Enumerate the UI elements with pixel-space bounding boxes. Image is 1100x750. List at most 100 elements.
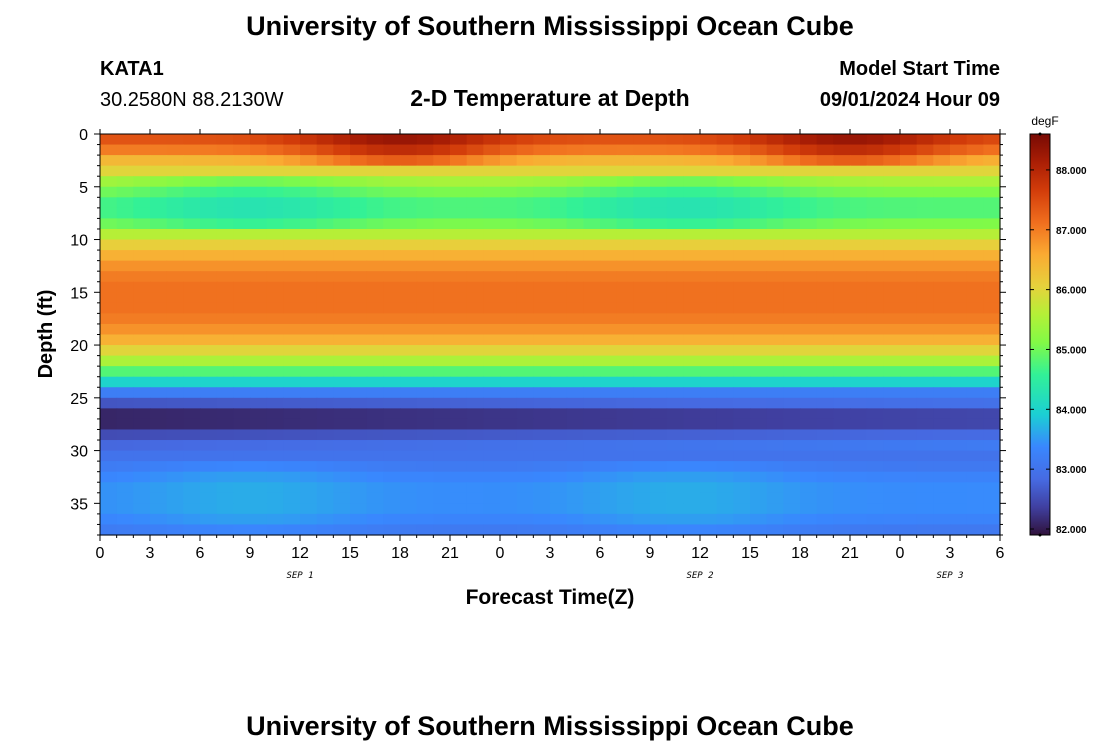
heatmap-cell bbox=[216, 440, 234, 452]
heatmap-cell bbox=[683, 471, 701, 483]
heatmap-cell bbox=[966, 228, 984, 241]
heatmap-cell bbox=[533, 165, 551, 177]
heatmap-cell bbox=[583, 524, 601, 536]
heatmap-cell bbox=[683, 250, 701, 262]
heatmap-cell bbox=[100, 418, 118, 431]
heatmap-cell bbox=[716, 165, 734, 177]
heatmap-cell bbox=[750, 239, 768, 251]
heatmap-cell bbox=[533, 471, 551, 483]
heatmap-cell bbox=[283, 355, 301, 367]
heatmap-cell bbox=[533, 450, 551, 462]
heatmap-cell bbox=[950, 376, 968, 388]
heatmap-cell bbox=[200, 418, 218, 431]
heatmap-cell bbox=[533, 355, 551, 367]
heatmap-cell bbox=[666, 345, 684, 357]
heatmap-cell bbox=[533, 323, 551, 336]
x-tick-label: 3 bbox=[146, 545, 155, 562]
heatmap-cell bbox=[783, 366, 801, 378]
heatmap-cell bbox=[800, 155, 818, 167]
heatmap-cell bbox=[150, 165, 168, 177]
heatmap-cell bbox=[950, 429, 968, 441]
heatmap-cell bbox=[683, 218, 701, 230]
heatmap-cell bbox=[350, 471, 368, 483]
heatmap-cell bbox=[916, 345, 934, 357]
heatmap-cell bbox=[466, 302, 484, 314]
heatmap-cell bbox=[916, 376, 934, 388]
heatmap-cell bbox=[816, 366, 834, 378]
heatmap-cell bbox=[250, 418, 268, 431]
heatmap-cell bbox=[583, 366, 601, 378]
heatmap-cell bbox=[700, 186, 718, 198]
x-tick-label: 9 bbox=[646, 545, 655, 562]
heatmap-cell bbox=[700, 134, 718, 146]
heatmap-cell bbox=[866, 155, 884, 167]
heatmap-cell bbox=[716, 492, 734, 504]
heatmap-cell bbox=[400, 186, 418, 198]
heatmap-cell bbox=[700, 155, 718, 167]
heatmap-cell bbox=[750, 176, 768, 188]
heatmap-cell bbox=[400, 366, 418, 378]
heatmap-cell bbox=[533, 271, 551, 283]
heatmap-cell bbox=[800, 408, 818, 420]
heatmap-cell bbox=[133, 281, 151, 293]
heatmap-cell bbox=[533, 155, 551, 167]
heatmap-cell bbox=[133, 260, 151, 272]
heatmap-cell bbox=[466, 218, 484, 230]
heatmap-cell bbox=[950, 471, 968, 483]
heatmap-cell bbox=[700, 165, 718, 177]
heatmap-cell bbox=[316, 186, 334, 198]
heatmap-cell bbox=[950, 218, 968, 230]
heatmap-cell bbox=[400, 207, 418, 220]
heatmap-cell bbox=[150, 239, 168, 251]
heatmap-cell bbox=[316, 260, 334, 272]
heatmap-cell bbox=[933, 471, 951, 483]
heatmap-cell bbox=[216, 134, 234, 146]
heatmap-cell bbox=[533, 492, 551, 504]
heatmap-cell bbox=[966, 345, 984, 357]
heatmap-cell bbox=[833, 482, 851, 494]
heatmap-cell bbox=[433, 429, 451, 441]
heatmap-cell bbox=[600, 165, 618, 177]
heatmap-cell bbox=[366, 155, 384, 167]
heatmap-cell bbox=[166, 260, 184, 272]
heatmap-cell bbox=[766, 387, 784, 399]
heatmap-cell bbox=[466, 271, 484, 283]
heatmap-cell bbox=[366, 134, 384, 146]
heatmap-cell bbox=[216, 408, 234, 420]
heatmap-cell bbox=[350, 450, 368, 462]
heatmap-cell bbox=[550, 524, 568, 536]
heatmap-cell bbox=[616, 302, 634, 314]
heatmap-cell bbox=[250, 197, 268, 209]
heatmap-cell bbox=[483, 271, 501, 283]
heatmap-cell bbox=[866, 440, 884, 452]
heatmap-cell bbox=[550, 281, 568, 293]
heatmap-cell bbox=[416, 397, 434, 409]
heatmap-cell bbox=[650, 440, 668, 452]
heatmap-cell bbox=[633, 323, 651, 336]
heatmap-cell bbox=[916, 186, 934, 198]
heatmap-cell bbox=[100, 218, 118, 230]
heatmap-cell bbox=[800, 366, 818, 378]
heatmap-cell bbox=[766, 271, 784, 283]
heatmap-cell bbox=[533, 397, 551, 409]
heatmap-cell bbox=[733, 260, 751, 272]
heatmap-cell bbox=[550, 218, 568, 230]
heatmap-cell bbox=[350, 408, 368, 420]
heatmap-cell bbox=[900, 228, 918, 241]
heatmap-cell bbox=[416, 408, 434, 420]
heatmap-cell bbox=[566, 334, 584, 346]
heatmap-cell bbox=[300, 271, 318, 283]
heatmap-cell bbox=[400, 492, 418, 504]
heatmap-cell bbox=[566, 260, 584, 272]
heatmap-cell bbox=[833, 155, 851, 167]
heatmap-cell bbox=[733, 355, 751, 367]
heatmap-cell bbox=[150, 144, 168, 156]
heatmap-cell bbox=[800, 228, 818, 241]
heatmap-cell bbox=[166, 345, 184, 357]
heatmap-cell bbox=[250, 429, 268, 441]
heatmap-cell bbox=[333, 461, 351, 473]
heatmap-cell bbox=[500, 271, 518, 283]
heatmap-cell bbox=[833, 302, 851, 314]
heatmap-cell bbox=[783, 292, 801, 304]
heatmap-cell bbox=[283, 376, 301, 388]
